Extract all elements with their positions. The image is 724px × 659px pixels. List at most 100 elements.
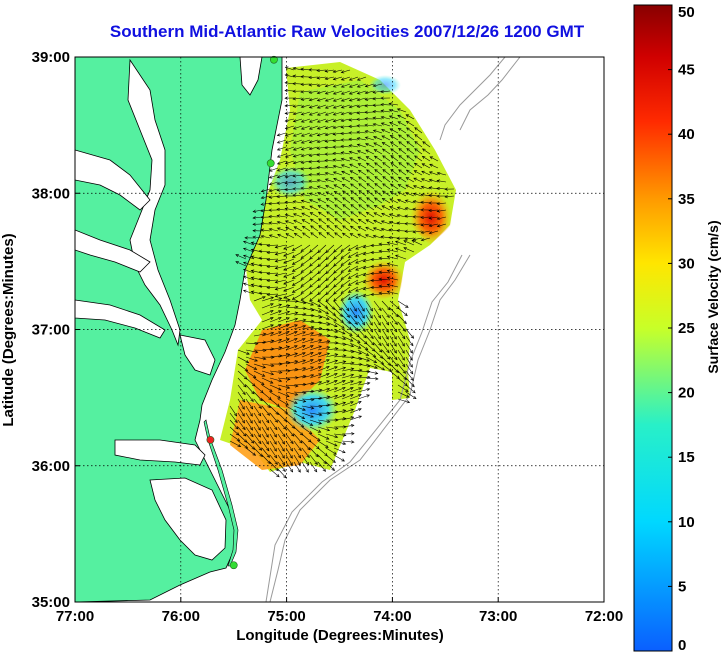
velocity-arrow	[398, 141, 407, 148]
velocity-arrow-head	[309, 422, 314, 426]
velocity-arrow	[326, 198, 335, 204]
velocity-arrow-head	[250, 433, 254, 438]
velocity-arrow-head	[394, 328, 398, 333]
velocity-arrow	[333, 83, 343, 88]
velocity-arrow-head	[334, 353, 339, 357]
velocity-arrow-head	[340, 157, 345, 161]
velocity-arrow-head	[342, 373, 346, 377]
velocity-arrow-head	[325, 249, 329, 253]
velocity-arrow	[348, 251, 359, 258]
velocity-arrow-head	[346, 307, 350, 312]
velocity-arrow-head	[364, 104, 368, 108]
velocity-arrow-head	[350, 401, 354, 405]
velocity-arrow-head	[286, 377, 291, 381]
velocity-arrow-head	[332, 151, 336, 156]
velocity-arrow-head	[242, 247, 247, 251]
velocity-arrow	[341, 111, 351, 115]
velocity-arrow-head	[405, 192, 409, 196]
velocity-arrow-head	[366, 394, 370, 398]
velocity-arrow-head	[420, 193, 425, 197]
velocity-arrow	[355, 279, 367, 285]
velocity-arrow-head	[436, 179, 441, 183]
velocity-arrow-head	[300, 297, 305, 301]
velocity-arrow-head	[291, 261, 296, 265]
velocity-arrow-head	[283, 246, 287, 250]
velocity-arrow-head	[436, 194, 440, 198]
velocity-arrow	[437, 180, 447, 183]
velocity-arrow	[365, 219, 375, 225]
velocity-arrow-head	[308, 119, 313, 123]
velocity-arrow	[437, 172, 447, 176]
velocity-arrow	[237, 412, 245, 424]
velocity-arrow-head	[340, 283, 345, 287]
velocity-arrow	[309, 146, 319, 150]
velocity-arrow-head	[283, 253, 287, 257]
velocity-arrow-head	[276, 220, 281, 224]
velocity-arrow	[261, 377, 274, 384]
velocity-arrow-head	[324, 98, 329, 102]
velocity-arrow-head	[436, 209, 441, 213]
velocity-arrow-head	[386, 356, 391, 360]
velocity-arrow	[275, 293, 287, 297]
velocity-arrow-head	[283, 274, 287, 278]
velocity-arrow-head	[414, 141, 418, 145]
velocity-arrow-head	[332, 69, 337, 74]
velocity-arrow-head	[268, 175, 273, 179]
velocity-arrow-head	[370, 257, 374, 262]
velocity-arrow	[374, 149, 383, 155]
velocity-arrow	[277, 346, 290, 351]
velocity-arrow	[325, 132, 335, 136]
velocity-arrow	[269, 174, 279, 179]
velocity-arrow-head	[405, 177, 410, 181]
velocity-arrow-head	[389, 183, 394, 187]
velocity-arrow-head	[270, 316, 274, 321]
velocity-arrow	[366, 156, 375, 162]
velocity-arrow-head	[365, 219, 370, 223]
velocity-arrow-head	[324, 152, 328, 156]
velocity-arrow	[379, 264, 391, 267]
velocity-arrow	[301, 426, 313, 435]
velocity-arrow	[429, 164, 439, 169]
velocity-arrow-head	[292, 111, 297, 116]
velocity-arrow-head	[348, 118, 353, 122]
velocity-arrow-head	[381, 190, 386, 194]
velocity-arrow	[317, 321, 330, 326]
velocity-arrow	[243, 241, 255, 246]
velocity-arrow-head	[274, 252, 279, 256]
velocity-arrow	[309, 359, 322, 365]
velocity-arrow-head	[411, 383, 415, 388]
velocity-arrow-head	[268, 234, 273, 238]
x-tick-label: 75:00	[267, 608, 305, 625]
velocity-arrow	[318, 205, 327, 211]
velocity-arrow	[340, 251, 351, 259]
velocity-arrow-head	[250, 440, 255, 444]
velocity-arrow	[261, 412, 270, 423]
velocity-arrow	[301, 419, 313, 426]
velocity-arrow-head	[374, 197, 378, 201]
velocity-arrow	[333, 251, 343, 260]
velocity-arrow	[285, 461, 293, 473]
velocity-arrow	[373, 83, 383, 87]
velocity-arrow-head	[325, 277, 329, 281]
velocity-arrow	[285, 412, 296, 421]
velocity-arrow	[269, 355, 282, 358]
velocity-arrow	[293, 300, 306, 304]
land	[75, 57, 283, 602]
velocity-arrow	[293, 75, 303, 78]
velocity-arrow-head	[291, 425, 296, 429]
velocity-arrow-head	[315, 453, 319, 458]
velocity-arrow	[389, 314, 398, 325]
velocity-arrow	[398, 176, 407, 183]
velocity-arrow-head	[366, 381, 371, 385]
velocity-arrow-head	[350, 197, 354, 201]
velocity-arrow-head	[357, 345, 362, 349]
velocity-arrow	[293, 352, 306, 358]
velocity-arrow-head	[265, 441, 269, 445]
velocity-arrow-head	[349, 332, 353, 336]
velocity-arrow	[309, 433, 321, 441]
velocity-arrow	[413, 193, 423, 197]
velocity-arrow	[285, 181, 295, 184]
velocity-arrow	[405, 349, 413, 361]
velocity-arrow	[277, 160, 287, 165]
velocity-arrow-head	[334, 211, 338, 215]
